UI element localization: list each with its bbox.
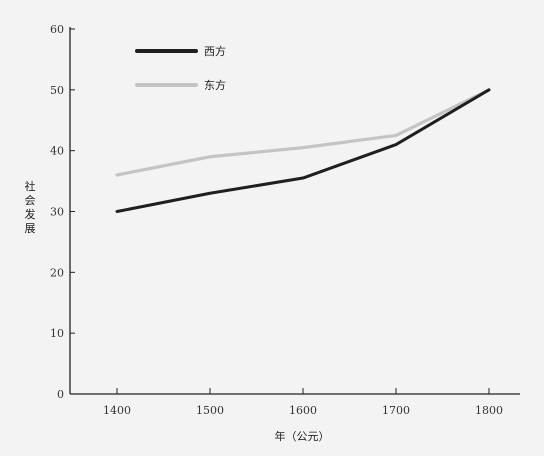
y-tick-label: 10 (50, 327, 64, 340)
y-axis-title-char: 会 (25, 194, 36, 207)
series-line-west (115, 88, 491, 213)
y-tick-label: 50 (50, 84, 64, 97)
legend-label-west: 西方 (204, 44, 226, 58)
x-tick-label: 1800 (475, 404, 503, 417)
x-tick-label: 1700 (382, 404, 410, 417)
y-tick-label: 40 (50, 145, 64, 158)
legend-label-east: 东方 (204, 78, 226, 92)
x-tick-label: 1500 (196, 404, 224, 417)
y-tick-label: 20 (50, 266, 64, 279)
y-axis-title: 社会发展 (25, 179, 36, 235)
y-tick-label: 0 (57, 388, 64, 401)
x-tick-label: 1600 (289, 404, 317, 417)
y-tick-label: 60 (50, 23, 64, 36)
y-tick-label: 30 (50, 206, 64, 219)
x-axis-title: 年（公元） (275, 429, 330, 443)
legend: 西方 东方 (135, 44, 226, 92)
series-line-east (115, 88, 491, 177)
y-axis-title-char: 社 (25, 179, 36, 193)
y-axis-title-char: 发 (25, 207, 36, 221)
y-axis-title-char: 展 (25, 222, 36, 235)
plot-area: 0 10 20 30 40 50 60 1400 1500 1600 1700 1800 (50, 23, 520, 417)
x-tick-label: 1400 (103, 404, 131, 417)
